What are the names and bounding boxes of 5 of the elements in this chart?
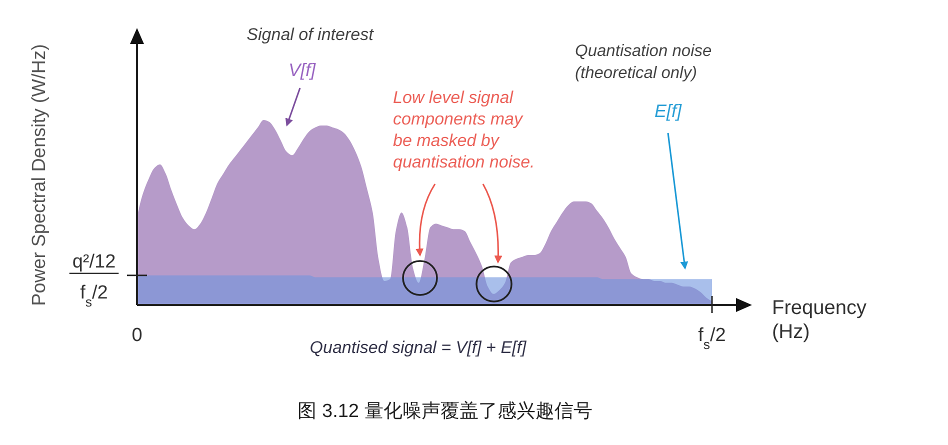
annotation: Signal of interest: [246, 25, 374, 44]
annotation: Quantised signal = V[f] + E[f]: [310, 338, 526, 357]
annotation: 图 3.12 量化噪声覆盖了感兴趣信号: [298, 401, 592, 422]
annotation: Low level signal components may be masked by quantisation noise.: [393, 88, 535, 172]
annotation: Quantisation noise (theoretical only): [575, 42, 712, 82]
